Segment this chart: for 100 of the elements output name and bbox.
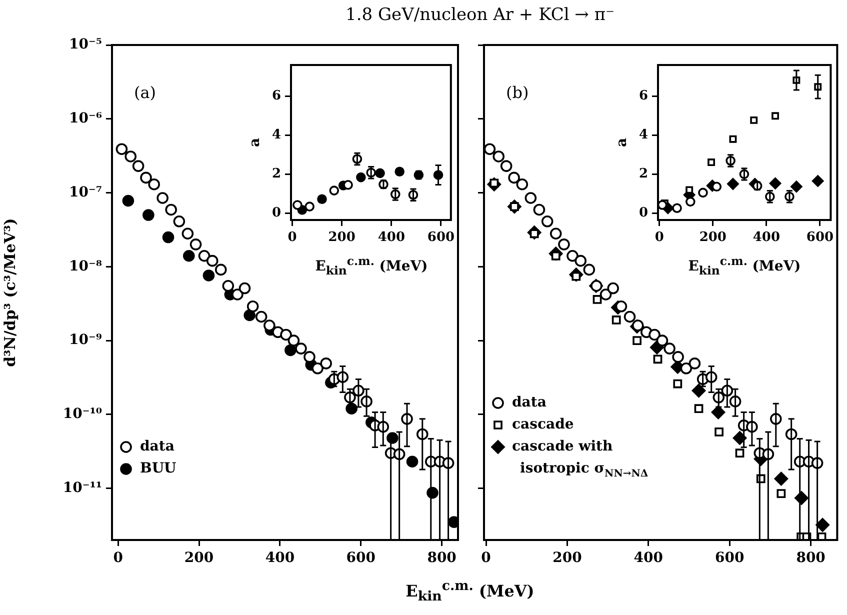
annotation: (b) — [506, 83, 529, 102]
point — [214, 264, 227, 276]
point — [692, 384, 706, 398]
point — [727, 178, 739, 190]
x-tick-label: 0 — [113, 550, 124, 566]
point — [729, 135, 737, 143]
point — [558, 238, 570, 250]
x-axis-title: E$_{kin}$$^{c.m.}$ (MeV) — [406, 578, 534, 605]
x-tick-label: 400 — [265, 550, 295, 566]
point — [816, 518, 830, 532]
point — [317, 194, 327, 204]
y-tick-label: 6 — [638, 88, 648, 104]
point — [672, 203, 682, 214]
point — [772, 112, 780, 120]
point — [656, 334, 668, 346]
point — [295, 342, 307, 354]
point — [232, 288, 244, 300]
point — [165, 204, 177, 216]
x-tick-label: 400 — [752, 230, 780, 246]
point — [343, 180, 353, 190]
point — [292, 200, 302, 210]
point — [246, 300, 259, 312]
point — [312, 362, 324, 374]
x-tick-label: 200 — [184, 550, 214, 566]
x-tick-label: 400 — [634, 550, 664, 566]
x-tick-label: 200 — [328, 230, 356, 246]
point — [255, 310, 268, 323]
point — [264, 320, 276, 332]
point — [156, 192, 168, 204]
point — [288, 334, 300, 346]
point — [769, 177, 782, 190]
x-tick-label: 600 — [806, 230, 834, 246]
point — [142, 209, 154, 221]
point — [680, 362, 692, 374]
point — [244, 309, 256, 322]
point — [206, 254, 218, 267]
point — [688, 358, 701, 370]
y-tick-label: 0 — [272, 206, 281, 221]
point — [492, 150, 505, 162]
point — [624, 310, 636, 323]
point — [190, 238, 202, 250]
x-tick-label: 0 — [288, 230, 297, 246]
x-tick-label: 0 — [654, 230, 664, 246]
point — [320, 358, 332, 370]
point — [524, 192, 537, 204]
x-tick-label: 200 — [552, 550, 582, 566]
x-axis-title: E$_{kin}$$^{c.m.}$ (MeV) — [315, 254, 428, 278]
x-tick-label: 200 — [699, 230, 726, 246]
x-tick-label: 800 — [427, 550, 457, 566]
point — [394, 166, 404, 177]
legend-label: data — [140, 438, 174, 455]
point — [812, 175, 824, 187]
point — [508, 172, 520, 184]
legend-label: cascade — [512, 416, 574, 433]
y-tick-label: 10⁻⁵ — [68, 36, 102, 53]
point — [238, 282, 251, 294]
point — [574, 254, 587, 267]
point — [790, 180, 802, 193]
y-tick-label: 10⁻⁹ — [68, 332, 102, 348]
point — [516, 178, 528, 190]
point — [612, 316, 621, 324]
point — [686, 196, 696, 207]
point — [198, 250, 210, 262]
y-tick-label: 10⁻⁸ — [68, 258, 102, 274]
point — [714, 428, 724, 436]
point — [202, 270, 215, 282]
point — [122, 194, 134, 207]
chart-title: 1.8 GeV/nucleon Ar + KCl → π⁻ — [346, 5, 614, 25]
point — [500, 160, 512, 172]
point — [776, 489, 786, 498]
point — [533, 204, 546, 216]
point — [694, 404, 704, 414]
x-axis-title: E$_{kin}$$^{c.m.}$ (MeV) — [688, 254, 801, 278]
point — [173, 215, 186, 228]
point — [484, 143, 496, 156]
point — [658, 200, 668, 210]
legend-label: BUU — [140, 460, 176, 477]
point — [711, 405, 726, 420]
annotation: (a) — [134, 83, 156, 102]
point — [698, 188, 708, 198]
point — [280, 328, 292, 341]
point — [162, 231, 174, 244]
point — [375, 168, 385, 178]
x-tick-label: 400 — [378, 230, 405, 246]
point — [653, 354, 662, 364]
y-tick-label: 10⁻¹⁰ — [62, 406, 102, 422]
point — [406, 456, 418, 468]
y-axis-title: a — [614, 138, 630, 148]
point — [541, 215, 554, 228]
x-tick-label: 600 — [427, 230, 455, 246]
legend-label: data — [512, 394, 546, 411]
point — [708, 158, 716, 166]
point — [664, 342, 676, 354]
point — [222, 280, 234, 292]
point — [124, 150, 137, 162]
point — [182, 228, 194, 240]
y-axis-title: d³N/dp³ (c³/MeV³) — [0, 218, 19, 367]
x-tick-label: 0 — [481, 550, 492, 566]
point — [672, 351, 684, 363]
point — [732, 431, 747, 445]
